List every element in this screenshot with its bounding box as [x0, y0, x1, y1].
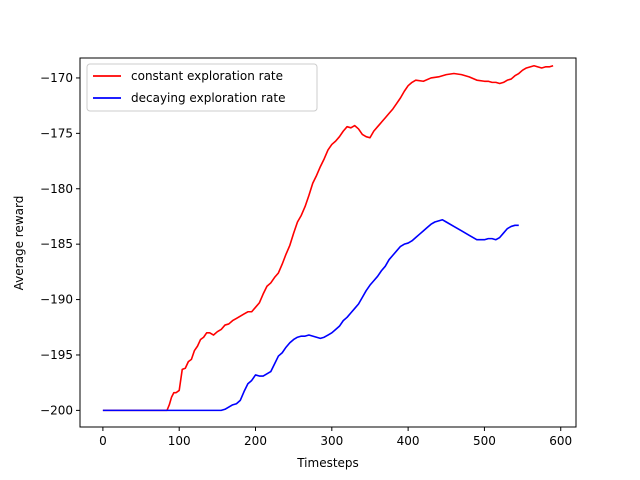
x-axis-label: Timesteps	[296, 456, 359, 470]
y-tick-label: −200	[40, 403, 73, 417]
y-tick-label: −180	[40, 182, 73, 196]
y-axis-label: Average reward	[12, 196, 26, 291]
y-tick-label: −190	[40, 293, 73, 307]
legend-label-decaying: decaying exploration rate	[131, 91, 285, 105]
y-tick-label: −175	[40, 126, 73, 140]
y-tick-label: −185	[40, 237, 73, 251]
x-tick-label: 0	[99, 434, 107, 448]
x-tick-label: 200	[244, 434, 267, 448]
plot-frame	[79, 57, 577, 428]
series-line-constant	[102, 64, 554, 412]
y-tick-label: −170	[40, 71, 73, 85]
y-tick-label: −195	[40, 348, 73, 362]
y-axis-ticks: −200 −195 −190 −185 −180 −175 −170	[40, 71, 80, 417]
legend: constant exploration rate decaying explo…	[86, 63, 318, 112]
x-tick-label: 500	[473, 434, 496, 448]
x-tick-label: 300	[320, 434, 343, 448]
x-tick-label: 400	[397, 434, 420, 448]
x-tick-label: 100	[168, 434, 191, 448]
legend-label-constant: constant exploration rate	[131, 69, 283, 83]
x-tick-label: 600	[549, 434, 572, 448]
series-line-decaying	[102, 218, 519, 412]
series-layer	[102, 64, 554, 412]
x-axis-ticks: 0 100 200 300 400 500 600	[99, 427, 572, 448]
legend-box	[86, 63, 318, 112]
